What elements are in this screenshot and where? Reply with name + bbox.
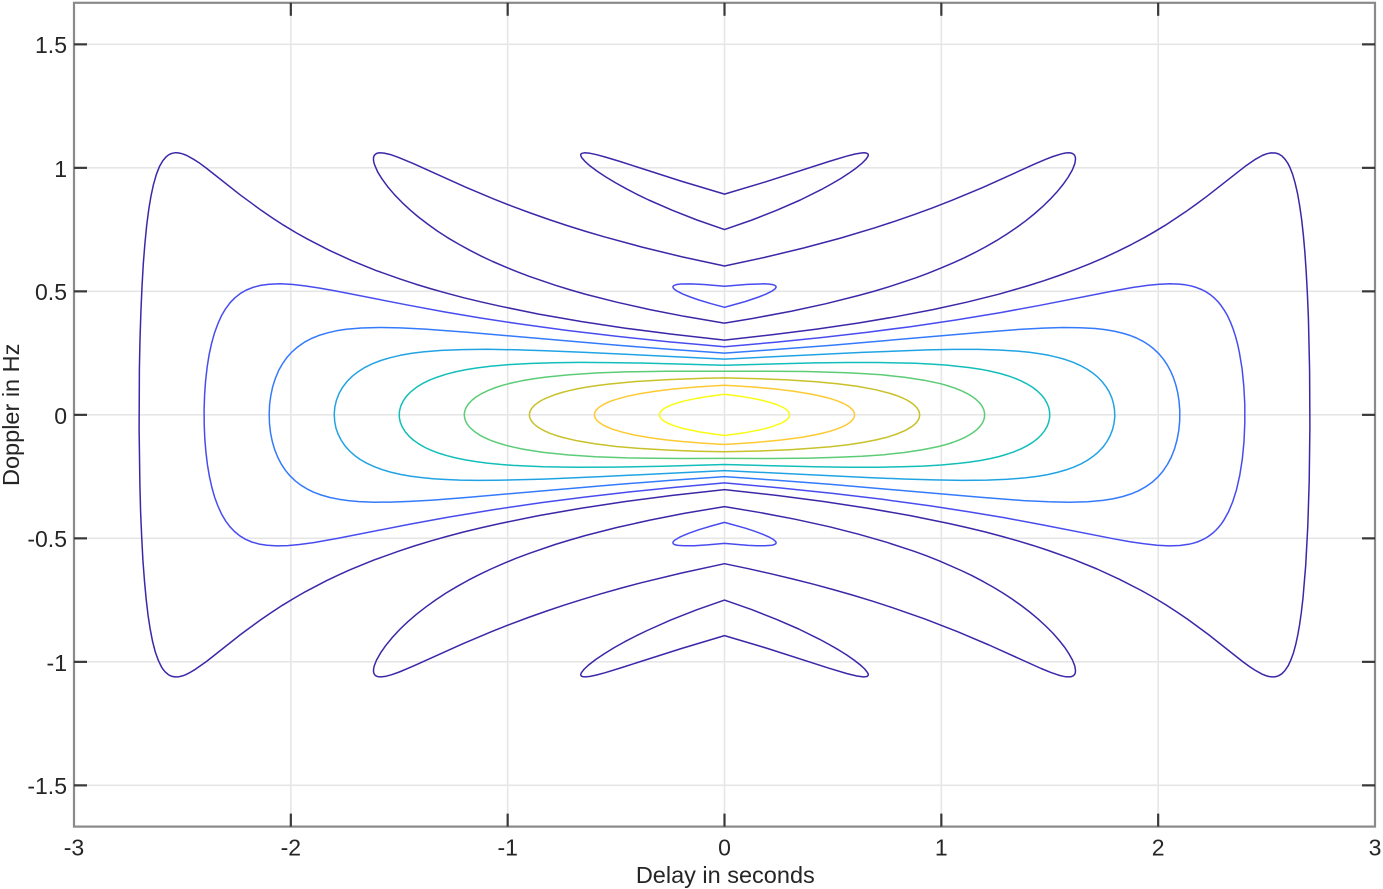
svg-text:-3: -3	[64, 835, 84, 861]
svg-text:1: 1	[935, 835, 948, 861]
svg-text:-0.5: -0.5	[27, 526, 67, 552]
svg-text:-1: -1	[497, 835, 517, 861]
svg-text:Delay in seconds: Delay in seconds	[636, 862, 815, 888]
svg-text:0: 0	[718, 835, 731, 861]
svg-text:Doppler in Hz: Doppler in Hz	[0, 344, 24, 486]
svg-text:0: 0	[54, 403, 67, 429]
svg-text:-2: -2	[281, 835, 301, 861]
svg-text:2: 2	[1152, 835, 1165, 861]
svg-text:-1: -1	[47, 650, 67, 676]
svg-text:0.5: 0.5	[35, 279, 67, 305]
svg-text:1: 1	[54, 156, 67, 182]
svg-text:-1.5: -1.5	[27, 773, 67, 799]
svg-text:3: 3	[1369, 835, 1382, 861]
svg-text:1.5: 1.5	[35, 32, 67, 58]
